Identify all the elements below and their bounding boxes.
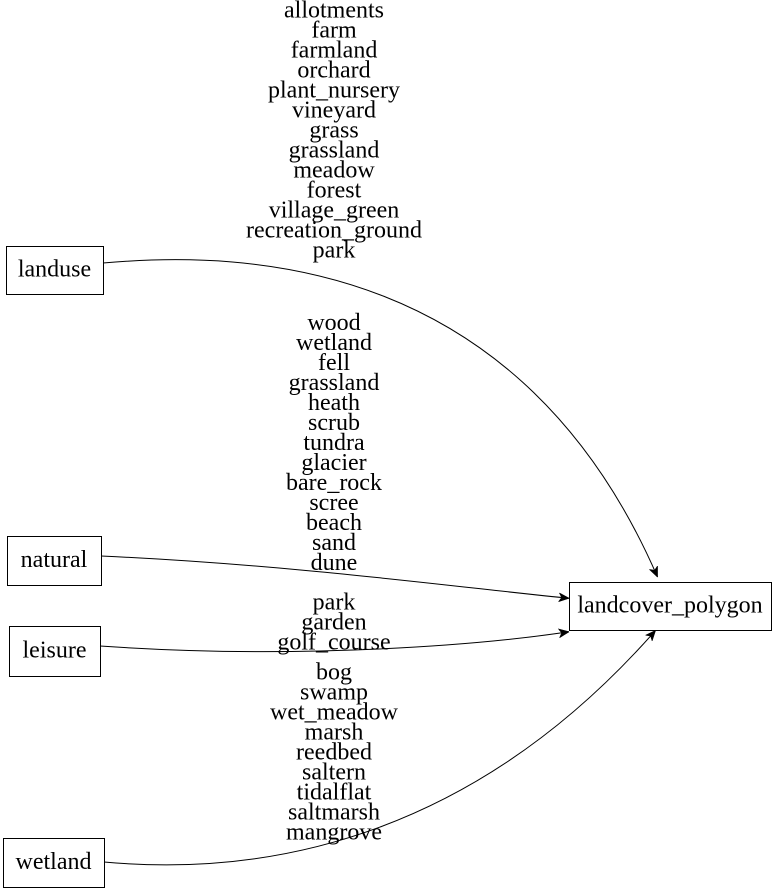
svg-text:landcover_polygon: landcover_polygon bbox=[577, 592, 762, 618]
svg-text:golf_course: golf_course bbox=[277, 629, 390, 655]
svg-text:park: park bbox=[313, 238, 356, 264]
svg-text:landuse: landuse bbox=[18, 256, 91, 282]
svg-text:natural: natural bbox=[21, 547, 88, 573]
svg-text:wetland: wetland bbox=[16, 849, 92, 875]
svg-text:mangrove: mangrove bbox=[286, 819, 382, 845]
svg-text:leisure: leisure bbox=[23, 637, 87, 663]
svg-text:dune: dune bbox=[311, 550, 358, 576]
